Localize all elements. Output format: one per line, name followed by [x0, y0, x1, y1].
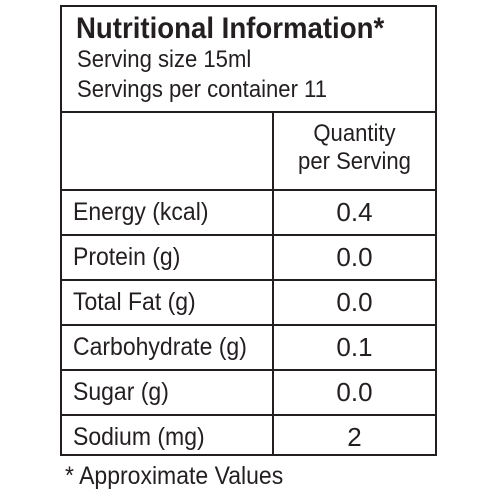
nutrient-label: Sodium (mg) [73, 423, 205, 451]
nutrition-title: Nutritional Information* [76, 12, 385, 45]
nutrient-value: 0.0 [336, 377, 373, 407]
nutrient-row-carbohydrate: Carbohydrate (g) 0.1 [62, 324, 435, 369]
nutrient-row-total-fat: Total Fat (g) 0.0 [62, 279, 435, 324]
nutrient-value: 0.0 [336, 242, 373, 272]
serving-size: Serving size 15ml [77, 46, 252, 73]
quantity-column-header: Quantity per Serving [280, 120, 428, 176]
quantity-header-line1: Quantity [313, 120, 396, 147]
nutrition-header: Nutritional Information* Serving size 15… [62, 7, 435, 113]
nutrient-value: 0.4 [336, 197, 373, 227]
nutrient-label: Sugar (g) [73, 378, 169, 406]
nutrient-label: Carbohydrate (g) [73, 333, 247, 361]
nutrient-row-sodium: Sodium (mg) 2 [62, 414, 435, 459]
servings-per-container: Servings per container 11 [77, 76, 327, 103]
nutrient-label: Total Fat (g) [73, 288, 196, 316]
nutrient-value: 2 [347, 422, 362, 452]
nutrient-row-protein: Protein (g) 0.0 [62, 234, 435, 279]
column-divider [272, 113, 274, 454]
nutrient-value: 0.1 [336, 332, 373, 362]
nutrient-table: Energy (kcal) 0.4 Protein (g) 0.0 Total … [62, 189, 435, 459]
approximate-values-footnote: * Approximate Values [65, 462, 284, 490]
nutrient-row-sugar: Sugar (g) 0.0 [62, 369, 435, 414]
nutrient-label: Protein (g) [73, 243, 181, 271]
nutrient-row-energy: Energy (kcal) 0.4 [62, 189, 435, 234]
quantity-header-line2: per Serving [298, 148, 411, 175]
nutrient-value: 0.0 [336, 287, 373, 317]
nutrition-facts-panel: Nutritional Information* Serving size 15… [60, 5, 437, 456]
nutrient-label: Energy (kcal) [73, 198, 209, 226]
